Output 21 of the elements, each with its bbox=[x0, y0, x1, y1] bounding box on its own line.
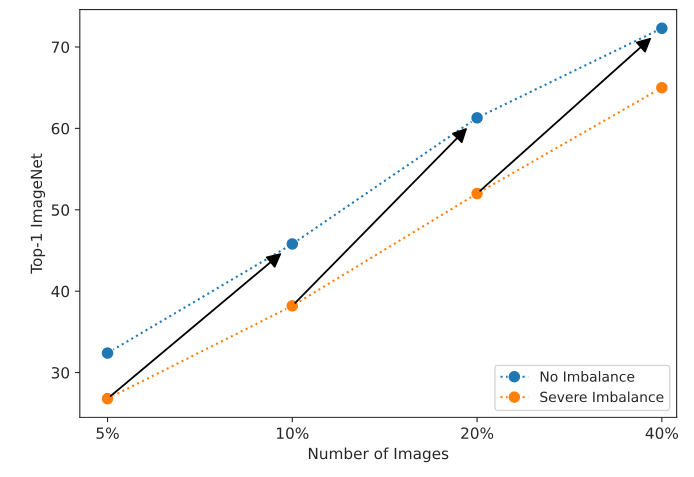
y-tick-label: 30 bbox=[52, 367, 70, 379]
point bbox=[470, 111, 484, 125]
point bbox=[286, 299, 300, 313]
x-tick-label: 40% bbox=[646, 427, 678, 439]
y-axis-title: Top-1 ImageNet bbox=[30, 154, 46, 274]
point bbox=[100, 392, 114, 406]
point bbox=[470, 186, 484, 200]
y-tick-label: 70 bbox=[52, 41, 70, 54]
y-tick-label: 50 bbox=[52, 204, 70, 216]
x-tick-label: 10% bbox=[277, 427, 308, 439]
point bbox=[655, 80, 669, 94]
legend-label: No Imbalance bbox=[540, 371, 634, 382]
y-tick-label: 40 bbox=[51, 286, 70, 298]
point bbox=[100, 346, 114, 360]
point bbox=[286, 237, 300, 251]
legend-label: Severe Imbalance bbox=[540, 391, 664, 402]
point bbox=[655, 21, 669, 36]
x-tick-label: 5% bbox=[96, 427, 119, 439]
x-tick-label: 20% bbox=[461, 427, 494, 439]
y-tick-label: 60 bbox=[52, 122, 70, 134]
x-axis-title: Number of Images bbox=[308, 447, 448, 462]
